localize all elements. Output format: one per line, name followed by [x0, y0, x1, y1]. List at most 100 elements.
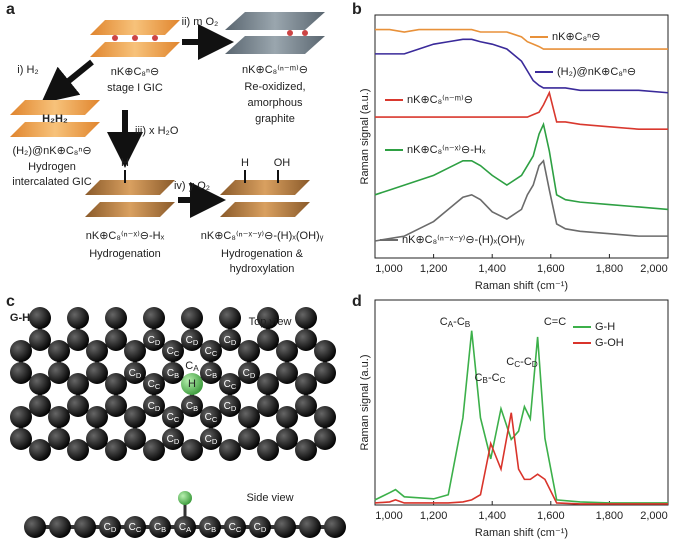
- text-part: C: [506, 356, 514, 368]
- series-line: [374, 121, 669, 211]
- hydrogen-atom: [178, 491, 192, 505]
- label: CB: [204, 522, 216, 534]
- text-part: C: [514, 360, 520, 369]
- carbon-atom: [276, 428, 298, 450]
- carbon-atom: [29, 329, 51, 351]
- carbon-atom: [143, 307, 165, 329]
- carbon-atom: [219, 307, 241, 329]
- carbon-atom: [238, 428, 260, 450]
- text-part: D: [193, 338, 199, 347]
- label: Hydrogenation: [89, 248, 161, 260]
- label: CC: [167, 346, 180, 358]
- label: CC: [229, 522, 242, 534]
- carbon-atom: [314, 406, 336, 428]
- text-part: D: [111, 525, 117, 534]
- carbon-atom: [10, 406, 32, 428]
- y-axis-label: Raman signal (a.u.): [359, 355, 371, 451]
- label: CA: [185, 360, 199, 373]
- label: CC: [224, 379, 237, 391]
- carbon-atom: [324, 516, 346, 538]
- text-part: D: [261, 525, 267, 534]
- carbon-atom: [257, 329, 279, 351]
- carbon-atom: [276, 406, 298, 428]
- label: amorphous: [247, 97, 303, 109]
- text-part: C: [148, 335, 155, 346]
- carbon-atom: [86, 406, 108, 428]
- label: CC: [167, 412, 180, 424]
- series-line: [375, 38, 669, 94]
- legend-label: nK⊕C₈⁽ⁿ⁻ˣ⁾⊖-Hₓ: [407, 144, 486, 156]
- x-tick-label: 1,400: [478, 263, 506, 275]
- x-tick-label: 1,600: [537, 263, 565, 275]
- sheet-stack: [10, 100, 100, 137]
- carbon-atom: [299, 516, 321, 538]
- lattice: [10, 307, 346, 538]
- carbon-atom: [199, 516, 221, 538]
- carbon-atom: [48, 406, 70, 428]
- label: H: [121, 157, 129, 169]
- carbon-atom: [257, 439, 279, 461]
- carbon-atom: [10, 428, 32, 450]
- label: OH: [274, 157, 291, 169]
- carbon-atom: [200, 340, 222, 362]
- label: CD: [186, 335, 199, 347]
- carbon-atom: [200, 428, 222, 450]
- label: H: [241, 157, 249, 169]
- text-part: C: [254, 522, 261, 533]
- legend-label: nK⊕C₈⁽ⁿ⁻ˣ⁻ʸ⁾⊖-(H)ₓ(OH)ᵧ: [402, 234, 525, 246]
- x-tick-label: 2,000: [640, 510, 668, 522]
- carbon-atom: [238, 406, 260, 428]
- x-tick-label: 1,400: [478, 510, 506, 522]
- carbon-atom: [67, 439, 89, 461]
- text-part: B: [193, 404, 198, 413]
- text-part: C: [224, 401, 231, 412]
- label: H: [188, 378, 196, 390]
- carbon-atom: [143, 329, 165, 351]
- x-tick-label: 1,200: [420, 510, 448, 522]
- label: CA: [179, 522, 191, 534]
- carbon-atom: [67, 307, 89, 329]
- label: CC: [205, 412, 218, 424]
- text-part: B: [161, 525, 166, 534]
- carbon-atom: [224, 516, 246, 538]
- text-part: C: [174, 349, 180, 358]
- text-part: C: [229, 522, 236, 533]
- text-part: C: [205, 434, 212, 445]
- carbon-atom: [162, 428, 184, 450]
- label: Re-oxidized,: [244, 81, 305, 93]
- label: CD: [148, 401, 161, 413]
- legend-label: G-H: [595, 321, 615, 333]
- label: CD: [205, 434, 218, 446]
- carbon-atom: [314, 362, 336, 384]
- label: CD: [224, 401, 237, 413]
- panel-label: d: [352, 293, 362, 310]
- carbon-atom: [257, 395, 279, 417]
- label: CB: [186, 401, 198, 413]
- carbon-atom: [249, 516, 271, 538]
- text-part: C: [167, 368, 174, 379]
- carbon-atom: [29, 307, 51, 329]
- text-part: C: [224, 379, 231, 390]
- text-part: C: [212, 415, 218, 424]
- carbon-atom: [105, 395, 127, 417]
- series-line: [374, 330, 668, 504]
- carbon-atom: [274, 516, 296, 538]
- label: CD: [167, 434, 180, 446]
- label: nK⊕C₈⁽ⁿ⁻ˣ⁾⊖-Hₓ: [86, 230, 165, 242]
- legend-label: G-OH: [595, 337, 624, 349]
- carbon-atom: [143, 373, 165, 395]
- carbon-atom: [105, 307, 127, 329]
- label: G-H: [10, 312, 30, 324]
- legend-label: (H₂)@nK⊕C₈ⁿ⊖: [557, 66, 636, 78]
- label: Hydrogenation &: [221, 248, 304, 260]
- carbon-atom: [295, 307, 317, 329]
- text-part: C: [136, 525, 142, 534]
- carbon-atom: [105, 329, 127, 351]
- carbon-atom: [276, 340, 298, 362]
- x-tick-label: 1,200: [420, 263, 448, 275]
- panel-label: a: [6, 1, 15, 18]
- carbon-atom: [124, 362, 146, 384]
- panel-label: b: [352, 1, 362, 18]
- carbon-atom: [238, 362, 260, 384]
- carbon-atom: [181, 329, 203, 351]
